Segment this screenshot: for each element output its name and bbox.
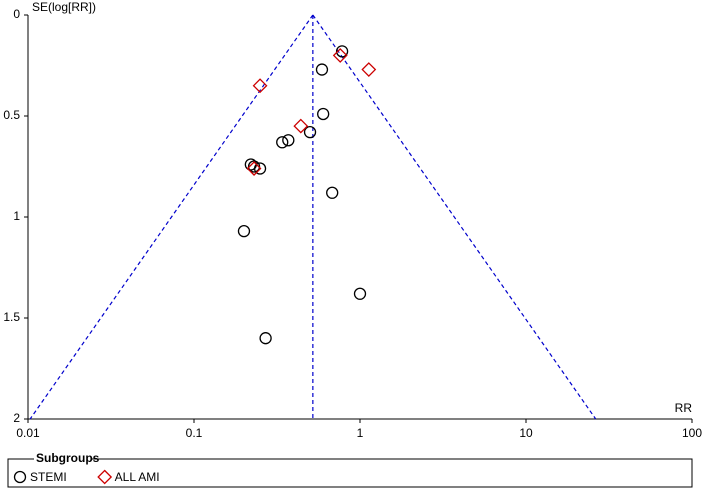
circle-marker [247,160,261,173]
diamond-marker [293,118,309,134]
legend-label: ALL AMI [115,470,160,484]
legend-label: STEMI [30,470,67,484]
circle-marker [315,63,329,76]
y-tick-label: 1.5 [3,310,20,324]
y-axis-label: SE(log[RR]) [32,0,96,14]
diamond-marker [361,62,377,77]
x-tick-label: 0.1 [186,426,203,440]
legend-title: Subgroups [36,451,100,465]
funnel-line [29,14,314,420]
circle-marker [282,134,295,147]
circle-marker [237,224,251,238]
y-tick-label: 2 [13,411,20,425]
diamond-marker [246,161,262,176]
x-tick-label: 0.01 [16,426,40,440]
funnel-line [312,14,597,420]
circle-marker [13,470,27,484]
circle-marker [353,287,367,300]
diamond-marker [252,78,268,94]
diamond-marker [97,469,113,485]
circle-marker [276,136,289,149]
circle-marker [326,186,339,199]
legend-box [7,458,693,488]
circle-marker [335,45,349,58]
circle-marker [259,332,272,345]
x-tick-label: 100 [682,426,702,440]
x-tick-label: 1 [357,426,364,440]
x-axis-label: RR [675,401,693,415]
legend-title-bg [34,453,92,465]
y-tick-label: 0.5 [3,108,20,122]
diamond-marker [332,47,348,63]
y-tick-label: 1 [13,209,20,223]
y-tick-label: 0 [13,7,20,21]
circle-marker [303,126,317,139]
x-tick-label: 10 [519,426,533,440]
circle-marker [253,162,267,175]
circle-marker [317,107,330,121]
